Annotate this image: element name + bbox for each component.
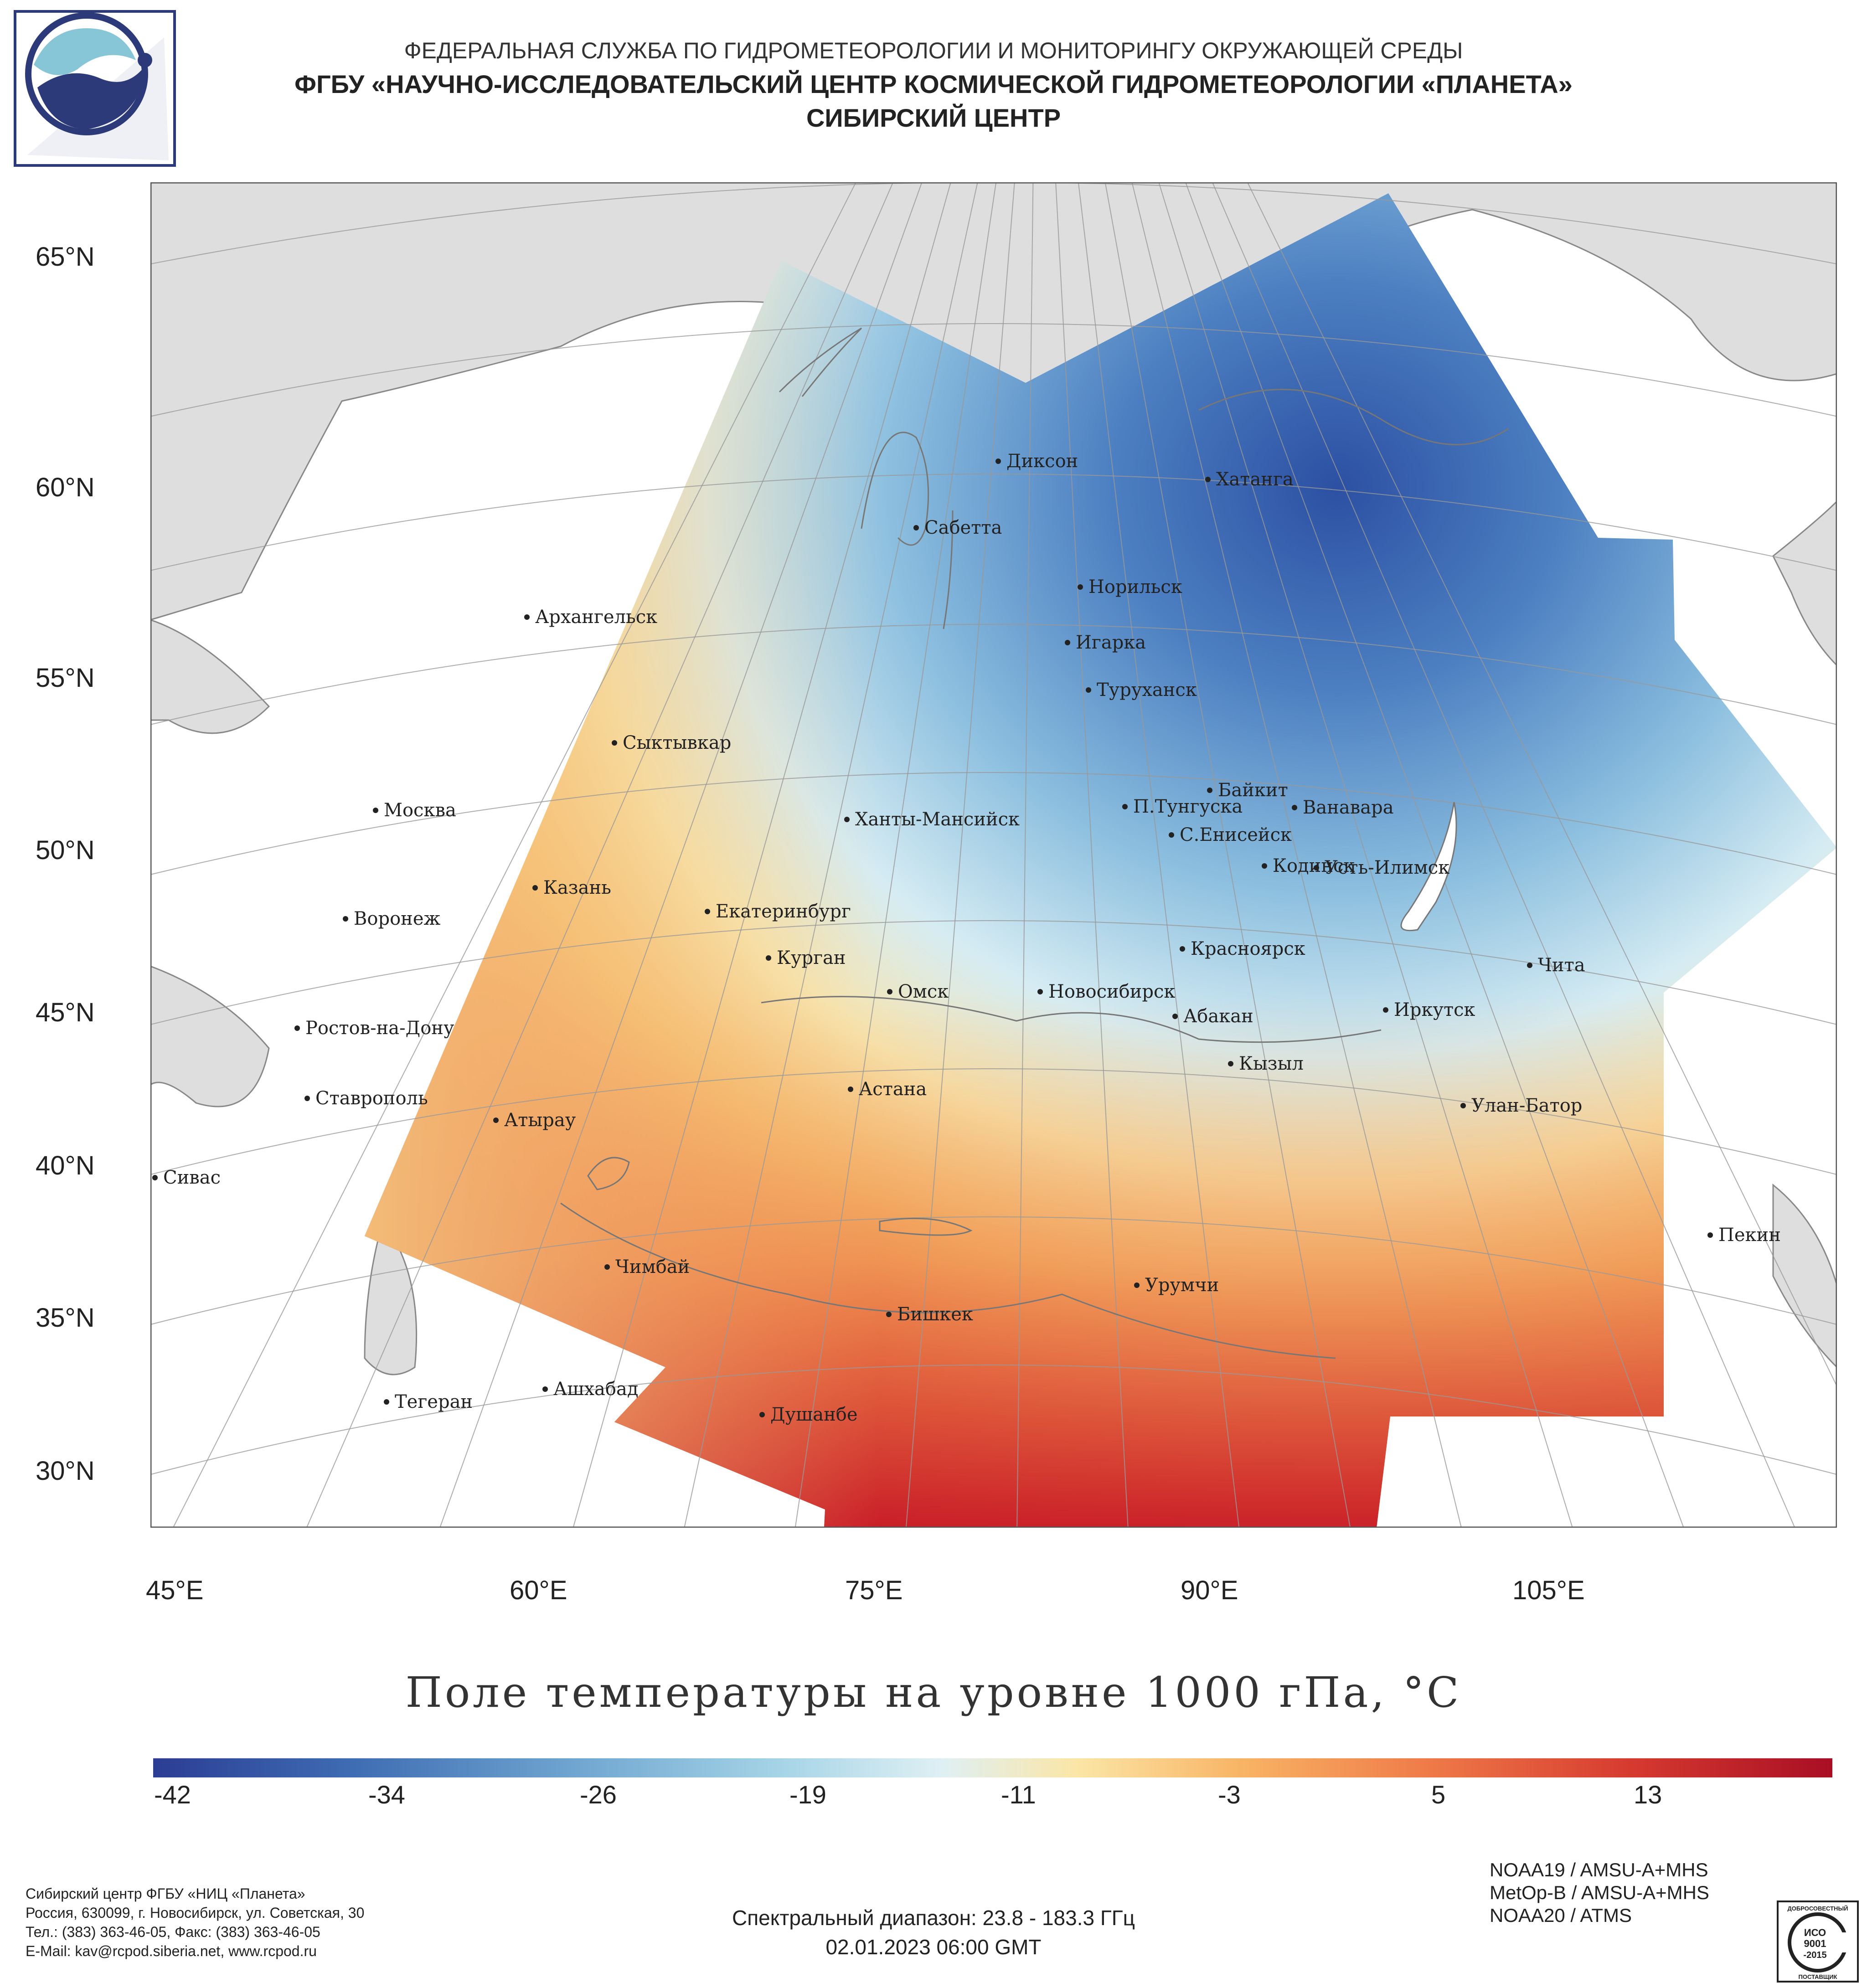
iso-top-text: ДОБРОСОВЕСТНЫЙ bbox=[1787, 1905, 1848, 1912]
city-turukhansk: Туруханск bbox=[1097, 680, 1197, 700]
lon-label-75: 75°E bbox=[845, 1576, 903, 1605]
city-voronezh: Воронеж bbox=[354, 908, 440, 929]
planeta-logo bbox=[14, 10, 176, 167]
spectral-info: Спектральный диапазон: 23.8 - 183.3 ГГц … bbox=[0, 1903, 1867, 1962]
lon-label-90: 90°E bbox=[1181, 1576, 1238, 1605]
colorbar-tick: 13 bbox=[1634, 1780, 1662, 1809]
city-syktyvkar: Сыктывкар bbox=[623, 732, 731, 753]
city-bishkek: Бишкек bbox=[897, 1304, 973, 1325]
city-atyrau: Атырау bbox=[504, 1110, 576, 1131]
city-arkhangelsk: Архангельск bbox=[535, 607, 657, 628]
satellite-item: NOAA20 / ATMS bbox=[1490, 1905, 1632, 1926]
colorbar-tick: -19 bbox=[789, 1780, 826, 1809]
city-s-yeniseysk: С.Енисейск bbox=[1180, 824, 1292, 845]
satellite-list: NOAA19 / AMSU-A+MHS MetOp-B / AMSU-A+MHS… bbox=[1490, 1859, 1709, 1927]
lat-label-30: 30°N bbox=[36, 1456, 95, 1486]
city-igarka: Игарка bbox=[1076, 632, 1146, 653]
lat-label-55: 55°N bbox=[36, 663, 95, 693]
city-kazan: Казань bbox=[543, 877, 611, 898]
branch-title: СИБИРСКИЙ ЦЕНТР bbox=[806, 103, 1061, 132]
city-khanty-mansiysk: Ханты-Мансийск bbox=[855, 809, 1020, 830]
colorbar-tick: -26 bbox=[580, 1780, 617, 1809]
footer-phone-line: Тел.: (383) 363-46-05, Факс: (383) 363-4… bbox=[26, 1924, 320, 1940]
footer-contacts: Сибирский центр ФГБУ «НИЦ «Планета» Росс… bbox=[26, 1884, 364, 1961]
city-krasnoyarsk: Красноярск bbox=[1191, 938, 1305, 959]
city-sivas: Сивас bbox=[163, 1167, 221, 1188]
city-ulaanbaatar: Улан-Батор bbox=[1471, 1095, 1582, 1116]
center-title: ФГБУ «НАУЧНО-ИССЛЕДОВАТЕЛЬСКИЙ ЦЕНТР КОС… bbox=[294, 70, 1573, 98]
city-beijing: Пекин bbox=[1718, 1225, 1781, 1246]
map-title: Поле температуры на уровне 1000 гПа, °С bbox=[405, 1668, 1462, 1717]
lat-label-35: 35°N bbox=[36, 1303, 95, 1333]
footer-org-line: Сибирский центр ФГБУ «НИЦ «Планета» bbox=[26, 1885, 305, 1902]
city-tehran: Тегеран bbox=[395, 1391, 473, 1412]
lon-label-45: 45°E bbox=[146, 1576, 204, 1605]
city-ashgabat: Ашхабад bbox=[553, 1379, 638, 1400]
city-omsk: Омск bbox=[898, 981, 949, 1002]
colorbar-tick: -11 bbox=[1001, 1780, 1036, 1809]
city-irkutsk: Иркутск bbox=[1394, 999, 1475, 1020]
city-urumqi: Урумчи bbox=[1145, 1275, 1219, 1296]
city-kurgan: Курган bbox=[777, 948, 846, 968]
temperature-map: Диксон Хатанга Сабетта Норильск Архангел… bbox=[150, 182, 1837, 1528]
lat-label-50: 50°N bbox=[36, 835, 95, 865]
lat-label-45: 45°N bbox=[36, 998, 95, 1027]
satellite-item: MetOp-B / AMSU-A+MHS bbox=[1490, 1882, 1709, 1903]
city-khatanga: Хатанга bbox=[1216, 469, 1294, 490]
iso-bottom-text: ПОСТАВЩИК bbox=[1799, 1973, 1837, 1980]
lat-label-65: 65°N bbox=[36, 242, 95, 272]
iso-label: ИСО bbox=[1804, 1927, 1826, 1938]
city-chimbay: Чимбай bbox=[615, 1257, 690, 1277]
observation-datetime: 02.01.2023 06:00 GMT bbox=[825, 1935, 1042, 1959]
lat-label-40: 40°N bbox=[36, 1151, 95, 1180]
colorbar-tick: -42 bbox=[154, 1780, 191, 1809]
lon-label-105: 105°E bbox=[1512, 1576, 1585, 1605]
iso-number: 9001 bbox=[1804, 1938, 1826, 1949]
city-abakan: Абакан bbox=[1183, 1006, 1253, 1027]
lon-label-60: 60°E bbox=[510, 1576, 567, 1605]
colorbar-tick: -34 bbox=[368, 1780, 405, 1809]
city-baykit: Байкит bbox=[1218, 780, 1288, 801]
city-dushanbe: Душанбе bbox=[770, 1404, 858, 1425]
iso-year: -2015 bbox=[1803, 1950, 1826, 1960]
footer-email-line: E-Mail: kav@rcpod.siberia.net, www.rcpod… bbox=[26, 1943, 317, 1959]
city-norilsk: Норильск bbox=[1088, 577, 1182, 597]
city-moscow: Москва bbox=[384, 800, 456, 821]
iso-certificate-badge: ДОБРОСОВЕСТНЫЙ ИСО 9001 -2015 ПОСТАВЩИК bbox=[1777, 1900, 1859, 1983]
spectral-range: Спектральный диапазон: 23.8 - 183.3 ГГц bbox=[732, 1906, 1135, 1930]
city-kyzyl: Кызыл bbox=[1239, 1053, 1304, 1074]
city-stavropol: Ставрополь bbox=[315, 1088, 428, 1109]
city-novosibirsk: Новосибирск bbox=[1048, 981, 1175, 1002]
city-vanavara: Ванавара bbox=[1303, 797, 1394, 818]
city-ust-ilimsk: Усть-Илимск bbox=[1325, 857, 1449, 878]
colorbar-tick: 5 bbox=[1431, 1780, 1446, 1809]
city-yekaterinburg: Екатеринбург bbox=[716, 901, 851, 922]
footer-address-line: Россия, 630099, г. Новосибирск, ул. Сове… bbox=[26, 1905, 365, 1921]
satellite-item: NOAA19 / AMSU-A+MHS bbox=[1490, 1859, 1708, 1880]
city-dikson: Диксон bbox=[1006, 451, 1078, 472]
city-chita: Чита bbox=[1538, 955, 1585, 976]
city-kodinsk: Кодинск bbox=[1273, 855, 1355, 876]
agency-title: ФЕДЕРАЛЬНАЯ СЛУЖБА ПО ГИДРОМЕТЕОРОЛОГИИ … bbox=[404, 38, 1463, 63]
colorbar-tick: -3 bbox=[1218, 1780, 1241, 1809]
city-p-tunguska: П.Тунгуска bbox=[1133, 796, 1243, 817]
city-astana: Астана bbox=[859, 1079, 927, 1100]
lat-label-60: 60°N bbox=[36, 473, 95, 502]
city-rostov: Ростов-на-Дону bbox=[305, 1018, 454, 1039]
city-sabetta: Сабетта bbox=[924, 517, 1002, 538]
temperature-colorbar bbox=[153, 1758, 1832, 1777]
